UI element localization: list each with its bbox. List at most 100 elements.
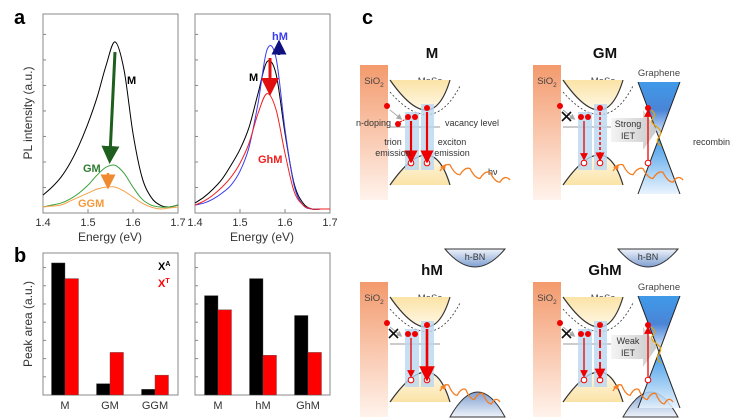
doping-path-arrow	[389, 109, 403, 120]
blocked-doping-x-icon	[561, 328, 572, 339]
vacancy-level-label: vacancy level	[445, 118, 499, 128]
label-m-right: M	[249, 72, 258, 84]
hole	[423, 376, 431, 384]
bar-gm-xa	[96, 383, 111, 396]
category-label: M	[213, 400, 222, 412]
x-axis-title-left: Energy (eV)	[78, 230, 142, 244]
hbn-label: h-BN	[638, 252, 659, 262]
valence-band-glow	[390, 372, 450, 402]
valence-band-glow	[563, 372, 623, 402]
trion-level-dashed	[562, 302, 634, 332]
label-hm: hM	[272, 31, 288, 43]
diagram-gm: GMSiO2MoSe2GrapheneStrongIETrecombinatio…	[533, 45, 730, 200]
photon-label: hν	[488, 167, 498, 177]
graphene-cone-lower	[638, 138, 680, 194]
recombination-label: recombination	[693, 137, 730, 147]
bar-m-xa	[51, 262, 66, 396]
exciton-label: exciton	[438, 137, 467, 147]
electron	[578, 331, 584, 337]
x-tick-label: 1.6	[125, 217, 140, 229]
hole	[580, 159, 588, 167]
panel-label-a: a	[14, 7, 26, 29]
electron	[597, 322, 603, 328]
excitation-arrowhead	[440, 164, 446, 170]
trap-dashed	[399, 118, 407, 123]
hbn-conduction-band	[616, 248, 680, 268]
pl-curve-m	[194, 60, 330, 210]
iet-label: IET	[621, 348, 636, 358]
dopant-electron	[384, 320, 390, 326]
recombination-wave	[650, 326, 662, 364]
conduction-band-glow	[563, 297, 623, 327]
bar-ghm-xt	[307, 352, 322, 396]
graphene-label: Graphene	[638, 282, 680, 293]
electron	[585, 114, 591, 120]
n-doping-label: n-doping	[356, 118, 391, 128]
excitation-light-wave	[439, 384, 501, 405]
graphene-electron	[645, 322, 651, 328]
iet-arrow	[611, 327, 657, 367]
x-tick-label: 1.4	[35, 217, 50, 229]
sio2-substrate	[533, 282, 561, 417]
iet-strength-label: Strong	[615, 119, 642, 129]
legend-xa: XA	[158, 261, 170, 273]
excitation-light-wave	[439, 163, 511, 183]
excitation-arrowhead	[440, 384, 446, 390]
sio2-substrate	[360, 282, 388, 417]
electron	[405, 114, 411, 120]
pl-curve-gm	[42, 164, 179, 208]
sio2-label: SiO2	[537, 76, 557, 89]
graphene-cone-upper	[638, 296, 680, 352]
hbn-conduction-band	[443, 248, 507, 268]
excitation-light-wave	[612, 163, 684, 183]
pl-curve-hm	[194, 44, 330, 210]
bar-ggm-xt	[154, 374, 169, 396]
bar-hm-xt	[262, 355, 277, 396]
pl-plot-frame	[194, 13, 331, 214]
label-gm: GM	[83, 163, 101, 175]
electron	[412, 114, 418, 120]
bar-m-xt	[217, 309, 232, 396]
sio2-label: SiO2	[364, 293, 384, 306]
excitation-arrowhead	[613, 384, 619, 390]
excitation-arrowhead	[613, 164, 619, 170]
x-tick-label: 1.7	[322, 217, 337, 229]
hbn-valence-band	[449, 391, 506, 418]
iet-strength-label: Weak	[617, 336, 640, 346]
electron	[585, 331, 591, 337]
electron	[597, 105, 603, 111]
graphene-hole	[644, 159, 652, 167]
hole	[596, 376, 604, 384]
label-m-left: M	[127, 75, 136, 87]
label-ghm: GhM	[258, 154, 282, 166]
bar-m-xa	[204, 295, 219, 396]
diagram-title: M	[426, 45, 439, 62]
sio2-substrate	[533, 65, 561, 200]
sio2-substrate	[360, 65, 388, 200]
graphene-electron	[645, 105, 651, 111]
x-axis-title-right: Energy (eV)	[230, 230, 294, 244]
graphene-cone-lower	[638, 352, 680, 408]
y-axis-title-pl: PL intensity (a.u.)	[21, 67, 35, 160]
y-axis-title-peak-area: Peak area (a.u.)	[21, 281, 35, 367]
x-tick-label: 1.7	[170, 217, 185, 229]
hole	[423, 159, 431, 167]
bar-ghm-xa	[294, 315, 309, 396]
legend-xt: XT	[158, 278, 170, 290]
electron	[424, 105, 430, 111]
x-tick-label: 1.4	[187, 217, 202, 229]
x-tick-label: 1.5	[80, 217, 95, 229]
x-tick-label: 1.6	[277, 217, 292, 229]
sio2-label: SiO2	[537, 293, 557, 306]
bar-gm-xt	[109, 352, 124, 396]
trion-level-dashed	[389, 85, 461, 115]
sio2-label: SiO2	[364, 76, 384, 89]
decrease-arrow-gm	[101, 51, 120, 164]
dopant-electron	[557, 103, 563, 109]
diagram-title: hM	[421, 262, 443, 279]
bar-hm-xa	[249, 278, 264, 396]
hole	[407, 376, 415, 384]
